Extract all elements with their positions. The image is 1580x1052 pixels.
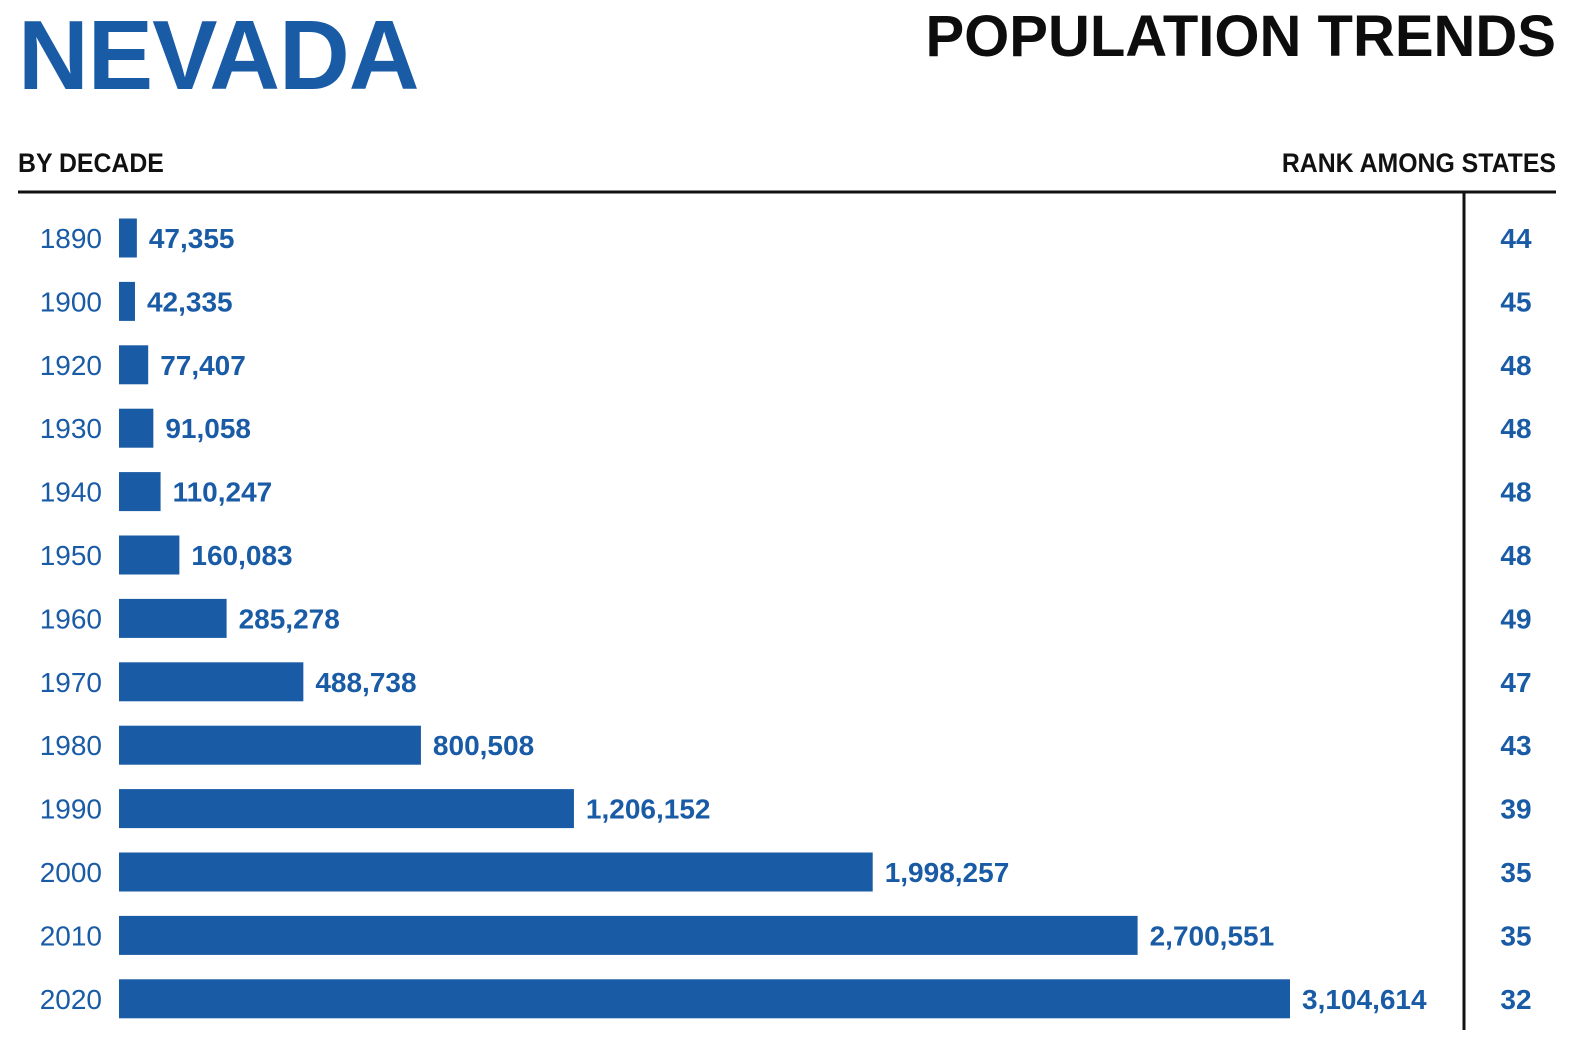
year-label: 1970 xyxy=(40,667,102,698)
state-rank-label: 43 xyxy=(1500,730,1531,761)
chart-title: POPULATION TRENDS xyxy=(925,4,1557,69)
year-label: 1890 xyxy=(40,223,102,254)
year-label: 2010 xyxy=(40,920,102,951)
year-label: 1990 xyxy=(40,794,102,825)
state-rank-label: 35 xyxy=(1500,920,1531,951)
population-bar xyxy=(119,281,135,321)
by-decade-header: BY DECADE xyxy=(18,148,164,178)
population-value-label: 3,104,614 xyxy=(1302,984,1427,1015)
state-rank-label: 48 xyxy=(1500,413,1531,444)
population-bar xyxy=(119,662,304,702)
year-label: 1940 xyxy=(40,477,102,508)
state-rank-label: 35 xyxy=(1500,857,1531,888)
state-rank-label: 44 xyxy=(1500,223,1532,254)
population-bar xyxy=(119,979,1290,1019)
year-label: 1900 xyxy=(40,286,102,317)
year-label: 1930 xyxy=(40,413,102,444)
year-label: 1920 xyxy=(40,350,102,381)
population-value-label: 800,508 xyxy=(433,730,534,761)
state-rank-label: 45 xyxy=(1500,286,1531,317)
population-bar xyxy=(119,915,1138,955)
population-bar xyxy=(119,789,574,829)
state-rank-label: 48 xyxy=(1500,540,1531,571)
population-bar xyxy=(119,852,873,892)
year-label: 1980 xyxy=(40,730,102,761)
state-rank-label: 48 xyxy=(1500,477,1531,508)
rank-header: RANK AMONG STATES xyxy=(1281,148,1556,178)
population-bar xyxy=(119,408,154,448)
population-value-label: 77,407 xyxy=(160,350,246,381)
population-bar xyxy=(119,472,161,512)
year-label: 1960 xyxy=(40,603,102,634)
population-bar xyxy=(119,345,149,385)
population-bar xyxy=(119,598,227,638)
population-value-label: 1,206,152 xyxy=(586,794,711,825)
year-label: 2020 xyxy=(40,984,102,1015)
state-rank-label: 32 xyxy=(1500,984,1531,1015)
population-value-label: 2,700,551 xyxy=(1150,920,1275,951)
population-value-label: 110,247 xyxy=(173,477,273,508)
population-value-label: 488,738 xyxy=(315,667,416,698)
state-rank-label: 48 xyxy=(1500,350,1531,381)
bars-layer: 1890 47,355 44 1900 42,335 45 1920 77,407 48 1930… xyxy=(40,218,1532,1019)
year-label: 1950 xyxy=(40,540,102,571)
population-value-label: 285,278 xyxy=(239,603,340,634)
population-value-label: 47,355 xyxy=(149,223,235,254)
population-bar xyxy=(119,218,137,258)
state-title: NEVADA xyxy=(18,0,420,110)
population-value-label: 42,335 xyxy=(147,286,233,317)
population-value-label: 91,058 xyxy=(165,413,251,444)
state-rank-label: 47 xyxy=(1500,667,1531,698)
year-label: 2000 xyxy=(40,857,102,888)
state-rank-label: 49 xyxy=(1500,603,1531,634)
population-value-label: 1,998,257 xyxy=(885,857,1010,888)
state-rank-label: 39 xyxy=(1500,794,1531,825)
population-value-label: 160,083 xyxy=(191,540,292,571)
population-bar xyxy=(119,535,180,575)
population-bar xyxy=(119,725,421,765)
